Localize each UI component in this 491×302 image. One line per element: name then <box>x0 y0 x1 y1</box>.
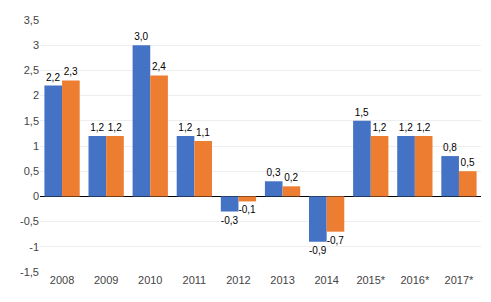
svg-text:2011: 2011 <box>183 274 207 286</box>
svg-text:2,4: 2,4 <box>152 61 166 72</box>
svg-text:-0,3: -0,3 <box>221 215 239 226</box>
svg-text:2015*: 2015* <box>356 274 385 286</box>
svg-text:2008: 2008 <box>50 274 74 286</box>
svg-text:2010: 2010 <box>138 274 162 286</box>
svg-text:-0,1: -0,1 <box>238 204 256 215</box>
svg-text:0,8: 0,8 <box>443 142 457 153</box>
svg-text:0: 0 <box>33 190 39 202</box>
svg-text:2017*: 2017* <box>445 274 474 286</box>
svg-text:1,2: 1,2 <box>108 122 122 133</box>
svg-text:3,0: 3,0 <box>134 31 148 42</box>
svg-text:-1,5: -1,5 <box>20 266 39 278</box>
svg-text:1,1: 1,1 <box>196 127 210 138</box>
svg-text:2014: 2014 <box>314 274 338 286</box>
svg-text:3: 3 <box>33 39 39 51</box>
svg-text:2,2: 2,2 <box>46 72 60 83</box>
svg-text:1,2: 1,2 <box>372 122 386 133</box>
svg-text:1,2: 1,2 <box>178 122 192 133</box>
svg-text:2: 2 <box>33 89 39 101</box>
svg-text:0,3: 0,3 <box>267 167 281 178</box>
svg-text:2,3: 2,3 <box>64 66 78 77</box>
svg-text:2009: 2009 <box>94 274 118 286</box>
svg-text:0,5: 0,5 <box>461 157 475 168</box>
svg-text:-0,7: -0,7 <box>327 235 345 246</box>
svg-text:0,5: 0,5 <box>24 165 39 177</box>
svg-text:2,5: 2,5 <box>24 64 39 76</box>
svg-text:-0,9: -0,9 <box>309 245 327 256</box>
svg-text:2013: 2013 <box>270 274 294 286</box>
svg-text:1,2: 1,2 <box>417 122 431 133</box>
svg-text:1,5: 1,5 <box>355 107 369 118</box>
svg-text:-1: -1 <box>29 241 39 253</box>
svg-text:0,2: 0,2 <box>284 172 298 183</box>
svg-text:2016*: 2016* <box>400 274 429 286</box>
svg-text:1,5: 1,5 <box>24 115 39 127</box>
svg-text:1,2: 1,2 <box>399 122 413 133</box>
svg-text:3,5: 3,5 <box>24 14 39 26</box>
svg-text:2012: 2012 <box>226 274 250 286</box>
svg-text:1,2: 1,2 <box>90 122 104 133</box>
svg-text:-0,5: -0,5 <box>20 215 39 227</box>
svg-text:1: 1 <box>33 140 39 152</box>
